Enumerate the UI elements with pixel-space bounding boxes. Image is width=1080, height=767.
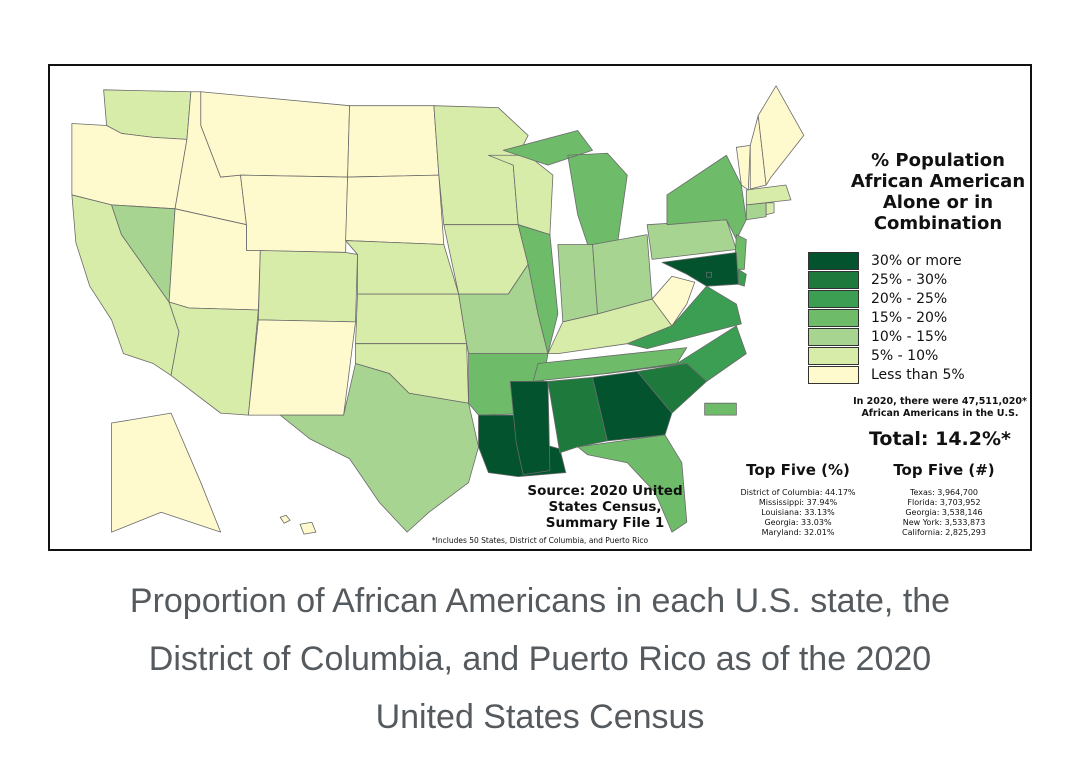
list-item: District of Columbia: 44.17% [740,488,856,497]
list-item: Louisiana: 33.13% [761,508,835,517]
legend-title-line: Alone or in [882,192,994,213]
list-item: New York: 3,533,873 [902,518,986,527]
state-ct [745,202,767,221]
legend-title-line: % Population [871,150,1005,171]
state-ga [592,371,673,442]
source-line: Source: 2020 United [527,483,683,499]
legend-label: 30% or more [871,253,962,269]
legend-label: 20% - 25% [871,291,948,307]
legend-label: 10% - 15% [871,329,948,345]
state-in [557,244,598,323]
figure-caption: Proportion of African Americans in each … [40,572,1040,746]
state-tx [279,363,479,533]
legend-swatch [808,252,859,270]
state-az [168,301,259,416]
legend-swatch [808,309,859,327]
state-hi [279,514,317,535]
list-item: Georgia: 33.03% [764,518,832,527]
state-nc [607,325,747,382]
legend-swatch [808,271,859,289]
state-pr [704,402,737,416]
source-line: Summary File 1 [545,515,665,531]
legend-title-line: African American [850,171,1026,192]
legend-label: 5% - 10% [871,348,939,364]
state-ms [509,380,551,476]
legend-swatch [808,290,859,308]
top-five-count-heading: Top Five (#) [893,461,995,479]
state-wy [240,174,348,253]
state-vt [735,144,751,191]
legend-item: 25% - 30% [808,271,1028,290]
list-item: Maryland: 32.01% [761,528,835,537]
legend-item: 30% or more [808,252,1028,271]
legend-item: 5% - 10% [808,347,1028,366]
us-choropleth-map [71,85,805,535]
note-line: African Americans in the U.S. [861,408,1019,419]
state-ks [355,293,468,345]
state-al [547,377,608,454]
legend-item: 10% - 15% [808,328,1028,347]
note-line: In 2020, there were 47,511,020* [853,396,1027,407]
legend-label: Less than 5% [871,367,965,383]
list-item: Texas: 3,964,700 [909,488,979,497]
state-ri [765,202,775,216]
total-percent: Total: 14.2%* [869,428,1011,450]
state-mt [200,91,350,178]
map-figure: % Population African American Alone or i… [48,64,1032,551]
caption-line: United States Census [375,698,705,736]
legend-swatch [808,328,859,346]
legend-title: % Population African American Alone or i… [808,150,1068,234]
state-ma [745,184,792,206]
top-five-percent-heading: Top Five (%) [746,461,850,479]
caption-line: District of Columbia, and Puerto Rico as… [148,640,932,678]
state-pa [646,219,737,260]
legend-swatch [808,366,859,384]
legend-swatch [808,347,859,365]
legend-title-line: Combination [873,213,1003,234]
top-five-count-list: Texas: 3,964,700 Florida: 3,703,952 Geor… [869,488,1019,538]
state-md [661,252,739,287]
legend-item: 15% - 20% [808,309,1028,328]
state-wv [651,275,696,327]
state-ny [666,154,747,240]
state-ne [345,240,460,295]
list-item: Mississippi: 37.94% [758,498,838,507]
list-item: Florida: 3,703,952 [907,498,981,507]
top-five-percent-list: District of Columbia: 44.17% Mississippi… [723,488,873,538]
population-note: In 2020, there were 47,511,020* African … [792,396,1080,420]
state-nm [248,319,356,416]
state-de [737,268,747,287]
state-fl [577,434,688,533]
state-me [757,85,805,186]
state-co [257,250,358,323]
state-sd [345,174,445,245]
list-item: California: 2,825,293 [902,528,986,537]
footnote: *Includes 50 States, District of Columbi… [431,536,649,545]
caption-line: Proportion of African Americans in each … [129,582,951,620]
legend-label: 25% - 30% [871,272,948,288]
legend-item: 20% - 25% [808,290,1028,309]
state-ak [111,412,222,533]
state-dc [706,271,712,278]
legend-item: Less than 5% [808,366,1028,385]
source-line: States Census, [548,499,662,515]
list-item: Georgia: 3,538,146 [905,508,983,517]
state-nd [347,105,440,178]
legend-label: 15% - 20% [871,310,948,326]
source-label: Source: 2020 United States Census, Summa… [520,483,690,531]
